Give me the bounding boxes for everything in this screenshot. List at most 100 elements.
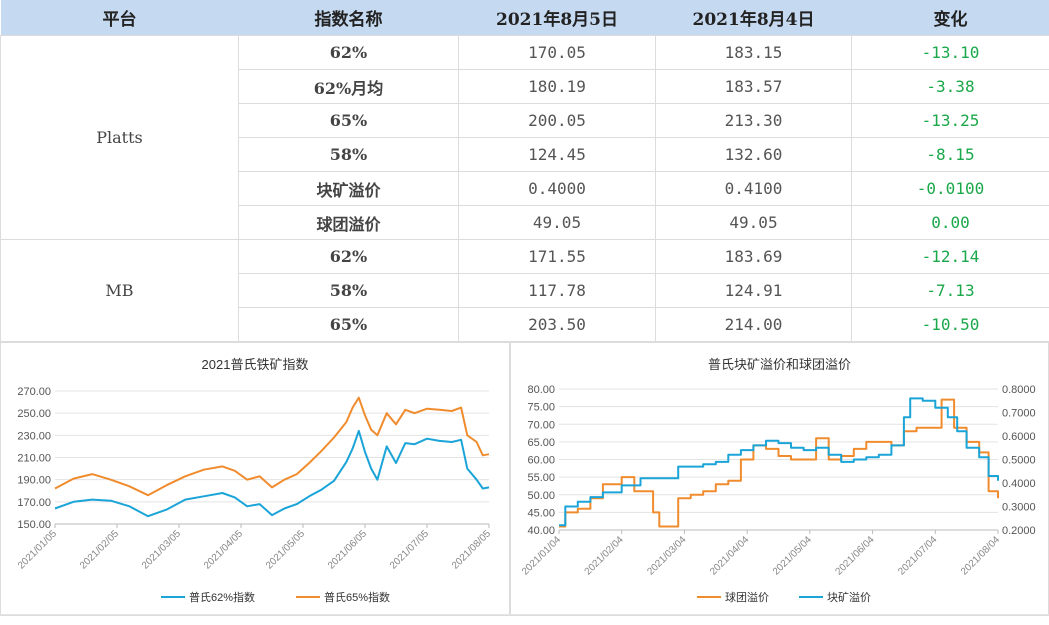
change-cell: -13.25 bbox=[852, 104, 1049, 138]
value-cell: 0.4000 bbox=[459, 172, 656, 206]
x-tick-label: 2021/05/05 bbox=[264, 528, 307, 571]
lump-pellet-premium-chart: 普氏块矿溢价和球团溢价 80.00 75.00 70.00 65.00 60.00 55.0… bbox=[511, 343, 1048, 615]
y-tick-label: 150.00 bbox=[17, 519, 51, 531]
chart-title: 2021普氏铁矿指数 bbox=[202, 357, 309, 372]
series-line-1 bbox=[55, 398, 489, 496]
index-name-cell: 65% bbox=[239, 308, 459, 342]
header-platform: 平台 bbox=[1, 0, 239, 36]
y2-tick-label: 0.3000 bbox=[1002, 502, 1036, 514]
value-cell: 180.19 bbox=[459, 70, 656, 104]
y-tick-label: 60.00 bbox=[527, 455, 555, 467]
y2-tick-label: 0.4000 bbox=[1002, 478, 1036, 490]
value-cell: 213.30 bbox=[656, 104, 852, 138]
value-cell: 200.05 bbox=[459, 104, 656, 138]
index-name-cell: 62%月均 bbox=[239, 70, 459, 104]
value-cell: 214.00 bbox=[656, 308, 852, 342]
y-tick-label: 50.00 bbox=[527, 490, 555, 502]
table-row: Platts 62% 170.05 183.15 -13.10 bbox=[1, 36, 1049, 70]
x-tick-label: 2021/03/04 bbox=[645, 534, 688, 577]
value-cell: 171.55 bbox=[459, 240, 656, 274]
x-tick-label: 2021/08/05 bbox=[450, 528, 493, 571]
change-cell: -0.0100 bbox=[852, 172, 1049, 206]
index-name-cell: 球团溢价 bbox=[239, 206, 459, 240]
y2-tick-label: 0.8000 bbox=[1002, 384, 1036, 396]
header-date-2: 2021年8月4日 bbox=[656, 0, 852, 36]
series-line-0 bbox=[55, 431, 489, 516]
value-cell: 124.91 bbox=[656, 274, 852, 308]
x-tick-label: 2021/01/04 bbox=[520, 534, 563, 577]
x-tick-label: 2021/06/05 bbox=[326, 528, 369, 571]
y-tick-label: 210.00 bbox=[17, 453, 51, 465]
y-tick-label: 40.00 bbox=[527, 525, 555, 537]
index-name-cell: 62% bbox=[239, 36, 459, 70]
series-line-0 bbox=[559, 400, 998, 527]
y2-tick-label: 0.5000 bbox=[1002, 455, 1036, 467]
y2-tick-label: 0.2000 bbox=[1002, 525, 1036, 537]
chart-panel-iron-ore-index: 2021普氏铁矿指数 270.00 250.00 230.00 210.00 190.00… bbox=[0, 342, 510, 616]
legend-label: 普氏65%指数 bbox=[324, 590, 390, 604]
value-cell: 124.45 bbox=[459, 138, 656, 172]
x-tick-label: 2021/07/04 bbox=[896, 534, 939, 577]
y-tick-label: 75.00 bbox=[527, 402, 555, 414]
index-name-cell: 58% bbox=[239, 274, 459, 308]
value-cell: 183.57 bbox=[656, 70, 852, 104]
y-tick-label: 190.00 bbox=[17, 475, 51, 487]
x-tick-label: 2021/04/04 bbox=[708, 534, 751, 577]
divider bbox=[0, 614, 1049, 625]
x-tick-label: 2021/01/05 bbox=[16, 528, 59, 571]
index-name-cell: 65% bbox=[239, 104, 459, 138]
index-name-cell: 62% bbox=[239, 240, 459, 274]
y-tick-label: 270.00 bbox=[17, 386, 51, 398]
index-name-cell: 块矿溢价 bbox=[239, 172, 459, 206]
change-cell: -12.14 bbox=[852, 240, 1049, 274]
y-tick-label: 250.00 bbox=[17, 408, 51, 420]
value-cell: 49.05 bbox=[459, 206, 656, 240]
value-cell: 170.05 bbox=[459, 36, 656, 70]
change-cell: -7.13 bbox=[852, 274, 1049, 308]
value-cell: 203.50 bbox=[459, 308, 656, 342]
legend-label: 块矿溢价 bbox=[827, 590, 871, 604]
header-date-1: 2021年8月5日 bbox=[459, 0, 656, 36]
chart-title: 普氏块矿溢价和球团溢价 bbox=[708, 357, 851, 372]
chart-panel-premium: 普氏块矿溢价和球团溢价 80.00 75.00 70.00 65.00 60.00 55.0… bbox=[510, 342, 1049, 616]
y-tick-label: 65.00 bbox=[527, 437, 555, 449]
y-tick-label: 55.00 bbox=[527, 472, 555, 484]
y-tick-label: 70.00 bbox=[527, 419, 555, 431]
header-row: 平台 指数名称 2021年8月5日 2021年8月4日 变化 bbox=[1, 0, 1049, 36]
x-tick-label: 2021/02/05 bbox=[78, 528, 121, 571]
index-name-cell: 58% bbox=[239, 138, 459, 172]
x-tick-label: 2021/03/05 bbox=[140, 528, 183, 571]
y-tick-label: 45.00 bbox=[527, 507, 555, 519]
value-cell: 183.69 bbox=[656, 240, 852, 274]
header-index-name: 指数名称 bbox=[239, 0, 459, 36]
y2-tick-label: 0.7000 bbox=[1002, 408, 1036, 420]
value-cell: 117.78 bbox=[459, 274, 656, 308]
platform-cell: MB bbox=[1, 240, 239, 342]
change-cell: -13.10 bbox=[852, 36, 1049, 70]
y-tick-label: 80.00 bbox=[527, 384, 555, 396]
x-tick-label: 2021/05/04 bbox=[771, 534, 814, 577]
index-table: 平台 指数名称 2021年8月5日 2021年8月4日 变化 Platts 62… bbox=[0, 0, 1049, 342]
change-cell: 0.00 bbox=[852, 206, 1049, 240]
x-tick-label: 2021/07/05 bbox=[388, 528, 431, 571]
series-line-1 bbox=[559, 398, 998, 525]
value-cell: 49.05 bbox=[656, 206, 852, 240]
value-cell: 183.15 bbox=[656, 36, 852, 70]
platform-cell: Platts bbox=[1, 36, 239, 240]
table-row: MB 62% 171.55 183.69 -12.14 bbox=[1, 240, 1049, 274]
legend-label: 普氏62%指数 bbox=[189, 590, 255, 604]
change-cell: -3.38 bbox=[852, 70, 1049, 104]
change-cell: -8.15 bbox=[852, 138, 1049, 172]
legend-label: 球团溢价 bbox=[725, 590, 769, 604]
y2-tick-label: 0.6000 bbox=[1002, 431, 1036, 443]
iron-ore-index-chart: 2021普氏铁矿指数 270.00 250.00 230.00 210.00 190.00… bbox=[1, 343, 509, 615]
header-change: 变化 bbox=[852, 0, 1049, 36]
y-tick-label: 230.00 bbox=[17, 430, 51, 442]
x-tick-label: 2021/08/04 bbox=[959, 534, 1002, 577]
x-tick-label: 2021/06/04 bbox=[834, 534, 877, 577]
y-tick-label: 170.00 bbox=[17, 497, 51, 509]
value-cell: 0.4100 bbox=[656, 172, 852, 206]
x-tick-label: 2021/02/04 bbox=[583, 534, 626, 577]
value-cell: 132.60 bbox=[656, 138, 852, 172]
x-tick-label: 2021/04/05 bbox=[202, 528, 245, 571]
